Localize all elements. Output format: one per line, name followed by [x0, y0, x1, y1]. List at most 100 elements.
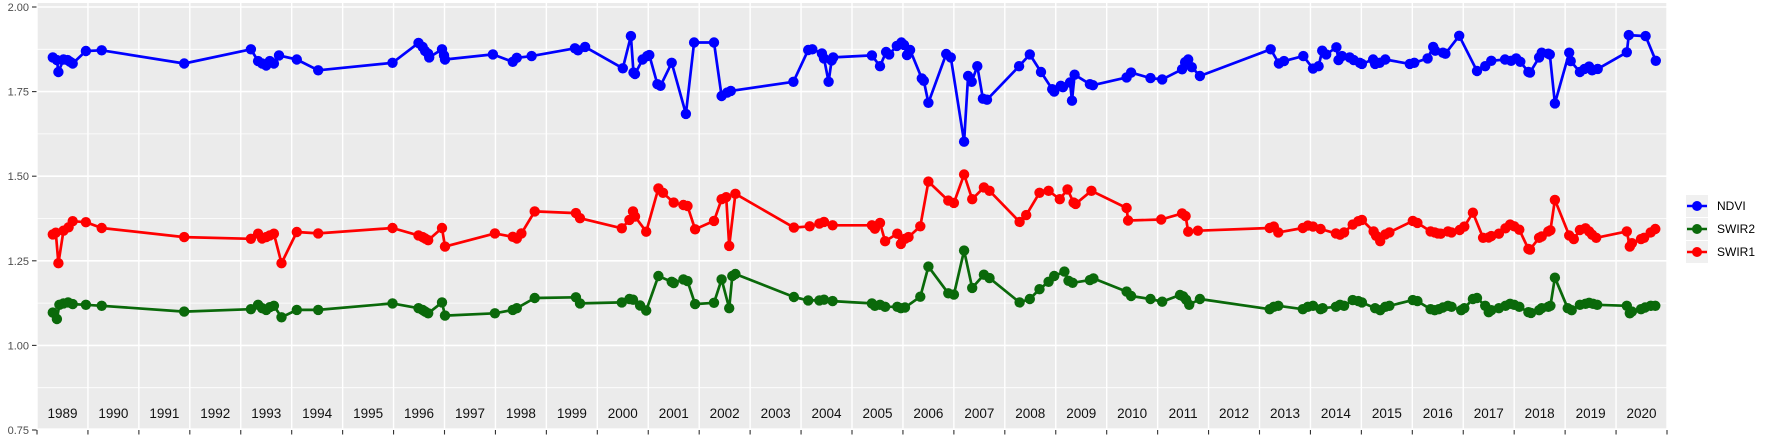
x-year-label: 2018: [1525, 406, 1555, 421]
data-point: [708, 37, 720, 48]
data-point: [923, 176, 934, 187]
data-point: [439, 241, 451, 252]
data-point: [892, 228, 903, 239]
legend-key-ndvi: [1686, 194, 1708, 217]
data-point: [1626, 238, 1638, 249]
data-point: [884, 49, 895, 60]
data-point: [67, 216, 78, 227]
data-point: [1020, 209, 1032, 221]
data-point: [788, 76, 799, 88]
data-point: [1549, 194, 1561, 206]
data-point: [827, 220, 838, 231]
data-point: [1024, 49, 1036, 60]
data-point: [625, 30, 637, 42]
data-point: [291, 226, 302, 238]
data-point: [1313, 60, 1324, 72]
data-point: [866, 50, 878, 61]
data-point: [1544, 49, 1556, 60]
data-point: [489, 308, 501, 319]
data-point: [1184, 299, 1195, 310]
data-point: [1315, 223, 1326, 235]
data-point: [53, 66, 64, 78]
data-point: [903, 231, 914, 243]
x-year-label: 1989: [47, 406, 77, 421]
data-point: [788, 291, 800, 303]
data-point: [1626, 306, 1638, 317]
x-year-label: 2003: [761, 406, 791, 421]
data-point: [1621, 47, 1633, 58]
data-point: [984, 272, 995, 284]
data-point: [1145, 293, 1156, 305]
data-point: [424, 52, 435, 63]
data-point: [788, 222, 800, 233]
data-point: [268, 58, 280, 69]
data-point: [666, 57, 677, 68]
data-point: [1650, 55, 1662, 66]
data-point: [1524, 67, 1536, 78]
line-point-icon: [1687, 223, 1707, 234]
x-year-label: 1995: [353, 406, 383, 421]
data-point: [67, 298, 78, 310]
data-point: [529, 292, 540, 304]
data-point: [1564, 47, 1575, 58]
data-point: [96, 45, 107, 56]
data-point: [641, 226, 652, 237]
data-point: [653, 270, 664, 282]
x-year-label: 1992: [200, 406, 230, 421]
x-year-label: 1993: [251, 406, 281, 421]
data-point: [51, 313, 63, 325]
data-point: [1471, 65, 1483, 77]
legend-label-ndvi: NDVI: [1717, 198, 1746, 213]
data-point: [984, 185, 995, 196]
data-point: [1549, 98, 1561, 109]
data-point: [1062, 184, 1073, 195]
data-point: [879, 301, 891, 312]
data-point: [436, 222, 448, 234]
data-point: [1524, 244, 1536, 255]
data-point: [1069, 69, 1080, 80]
data-point: [1459, 221, 1470, 232]
data-point: [629, 68, 641, 80]
data-point: [96, 300, 107, 311]
data-point: [657, 187, 669, 198]
x-year-label: 2017: [1474, 406, 1504, 421]
data-point: [387, 298, 398, 309]
data-point: [516, 228, 527, 239]
x-year-label: 2008: [1015, 406, 1045, 421]
data-point: [1183, 226, 1194, 237]
legend-entry-ndvi: NDVI: [1686, 194, 1755, 217]
data-point: [708, 297, 720, 308]
data-point: [1125, 67, 1137, 78]
data-point: [1086, 185, 1097, 196]
data-point: [1273, 227, 1284, 238]
data-point: [904, 44, 916, 56]
x-year-label: 2015: [1372, 406, 1402, 421]
data-point: [730, 188, 741, 199]
data-point: [874, 217, 886, 229]
x-year-label: 2013: [1270, 406, 1300, 421]
data-point: [387, 222, 398, 234]
data-point: [179, 58, 190, 69]
data-point: [823, 76, 834, 88]
data-point: [966, 76, 977, 88]
data-point: [423, 235, 434, 246]
data-point: [291, 54, 302, 65]
data-point: [529, 206, 540, 217]
data-point: [668, 197, 679, 208]
data-point: [627, 294, 639, 305]
data-point: [915, 291, 926, 302]
x-year-label: 2009: [1066, 406, 1096, 421]
data-point: [574, 213, 586, 224]
series-ndvi: [47, 29, 1662, 147]
x-year-label: 2001: [659, 406, 689, 421]
data-point: [1356, 58, 1368, 70]
data-point: [574, 298, 586, 309]
data-point: [716, 274, 727, 285]
data-point: [958, 136, 970, 147]
gridlines: [36, 3, 1668, 431]
x-year-label: 1997: [455, 406, 485, 421]
y-axis-label: 0.75: [8, 425, 29, 437]
data-point: [276, 312, 287, 323]
data-point: [1384, 300, 1395, 311]
